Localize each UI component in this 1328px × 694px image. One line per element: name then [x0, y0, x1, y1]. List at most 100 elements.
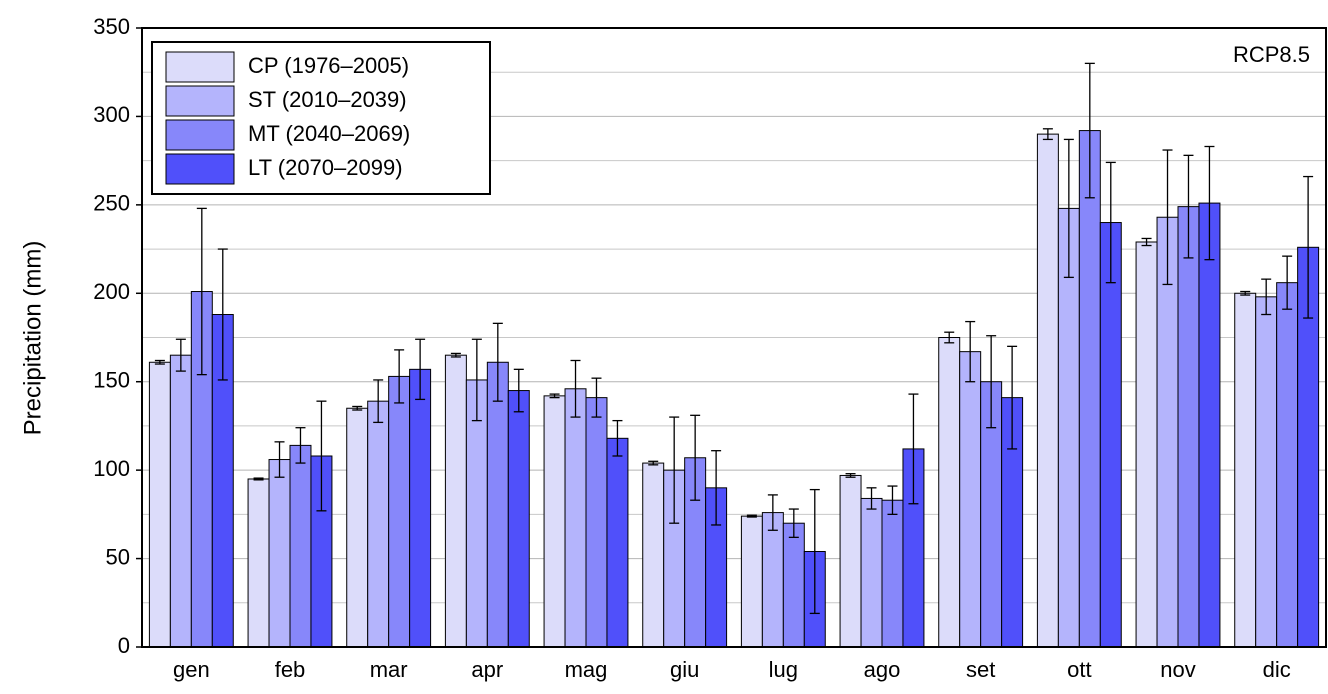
- legend-swatch: [165, 85, 235, 117]
- error-bar: [669, 416, 680, 524]
- bar: [289, 444, 312, 648]
- y-tick-label: 200: [93, 279, 130, 304]
- error-bar: [373, 379, 384, 424]
- error-bar: [175, 338, 186, 372]
- error-bar: [1240, 290, 1251, 296]
- bar: [860, 497, 883, 648]
- error-bar: [746, 514, 757, 518]
- error-bar: [1007, 345, 1018, 450]
- bar: [642, 462, 665, 648]
- legend-label: MT (2040–2069): [248, 121, 410, 146]
- error-bar: [1162, 149, 1173, 286]
- error-bar: [415, 338, 426, 401]
- error-bar: [591, 377, 602, 418]
- y-tick-label: 150: [93, 368, 130, 393]
- y-tick-label: 100: [93, 456, 130, 481]
- error-bar: [217, 248, 228, 381]
- error-bar: [711, 450, 722, 526]
- error-bar: [788, 508, 799, 538]
- bar: [1099, 222, 1122, 648]
- y-axis-label: Precipitation (mm): [19, 241, 46, 436]
- error-bar: [471, 338, 482, 422]
- bar: [247, 478, 270, 648]
- error-bar: [1204, 145, 1215, 261]
- error-bar: [1084, 62, 1095, 199]
- y-tick-label: 0: [118, 633, 130, 658]
- error-bar: [986, 335, 997, 429]
- error-bar: [1042, 128, 1053, 141]
- y-tick-label: 300: [93, 102, 130, 127]
- bar: [169, 354, 192, 648]
- bar: [606, 437, 629, 648]
- x-tick-label: ott: [1067, 657, 1091, 682]
- bar: [388, 375, 411, 648]
- x-tick-label: apr: [471, 657, 503, 682]
- error-bar: [570, 359, 581, 418]
- bar: [938, 337, 961, 648]
- bar: [1255, 296, 1278, 648]
- bar: [564, 388, 587, 648]
- x-tick-label: dic: [1263, 657, 1291, 682]
- error-bar: [549, 393, 560, 399]
- bar: [782, 522, 805, 648]
- legend-label: LT (2070–2099): [248, 155, 403, 180]
- legend-label: CP (1976–2005): [248, 53, 409, 78]
- error-bar: [1261, 278, 1272, 316]
- bar: [1276, 282, 1299, 648]
- x-tick-label: ago: [864, 657, 901, 682]
- legend-label: ST (2010–2039): [248, 87, 407, 112]
- error-bar: [274, 441, 285, 478]
- bar: [1135, 241, 1158, 648]
- bar: [268, 459, 291, 648]
- error-bar: [767, 494, 778, 531]
- bar: [486, 361, 509, 648]
- error-bar: [492, 322, 503, 402]
- bar: [881, 499, 904, 648]
- x-tick-label: set: [966, 657, 995, 682]
- x-tick-label: nov: [1160, 657, 1195, 682]
- error-bar: [1105, 161, 1116, 284]
- bar: [1198, 202, 1221, 648]
- bar: [444, 354, 467, 648]
- error-bar: [295, 427, 306, 464]
- error-bar: [1141, 237, 1152, 247]
- annotation: RCP8.5: [1233, 42, 1310, 67]
- bar: [148, 361, 171, 648]
- error-bar: [316, 400, 327, 512]
- error-bar: [845, 473, 856, 478]
- bar: [409, 368, 432, 648]
- error-bar: [1282, 255, 1293, 310]
- bar: [367, 400, 390, 648]
- x-tick-label: mar: [370, 657, 408, 682]
- bar: [839, 474, 862, 648]
- bar: [1234, 292, 1257, 648]
- error-bar: [908, 393, 919, 505]
- error-bar: [352, 405, 363, 411]
- error-bar: [648, 460, 659, 466]
- bar: [507, 390, 530, 648]
- bar: [1078, 130, 1101, 648]
- error-bar: [513, 368, 524, 413]
- error-bar: [866, 487, 877, 510]
- error-bar: [1303, 175, 1314, 319]
- plot-frame: [141, 27, 1327, 648]
- error-bar: [196, 207, 207, 376]
- legend-swatch: [165, 153, 235, 185]
- y-tick-label: 250: [93, 191, 130, 216]
- error-bar: [1063, 138, 1074, 279]
- bar: [1177, 206, 1200, 648]
- error-bar: [253, 477, 264, 481]
- error-bar: [887, 485, 898, 516]
- error-bar: [944, 331, 955, 344]
- error-bar: [690, 414, 701, 501]
- bar: [543, 395, 566, 648]
- error-bar: [612, 419, 623, 457]
- error-bar: [1183, 154, 1194, 259]
- bar: [740, 515, 763, 648]
- bar: [585, 397, 608, 648]
- bar: [346, 407, 369, 648]
- bar: [1036, 133, 1059, 648]
- x-tick-label: lug: [769, 657, 798, 682]
- error-bar: [450, 352, 461, 358]
